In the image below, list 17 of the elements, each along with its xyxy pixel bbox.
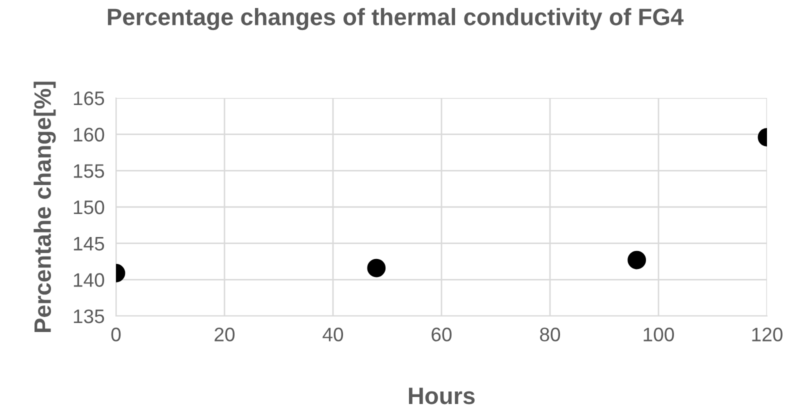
x-tick-label: 40 xyxy=(322,328,344,342)
x-tick-label: 60 xyxy=(432,328,452,342)
y-tick-label: 150 xyxy=(74,200,104,214)
y-tick-label: 155 xyxy=(74,164,104,178)
x-tick-label: 0 xyxy=(111,328,121,342)
x-tick-label: 120 xyxy=(752,328,782,342)
chart-title: Percentage changes of thermal conductivity of FG4 xyxy=(108,8,684,30)
y-tick-label: 135 xyxy=(74,309,104,324)
y-tick-label: 140 xyxy=(74,273,104,287)
y-axis-title: Percentahe change[%] xyxy=(34,82,56,332)
y-tick-label: 145 xyxy=(74,237,104,251)
y-tick-label: 160 xyxy=(74,128,104,142)
x-tick-label: 80 xyxy=(540,328,560,342)
x-axis-title: Hours xyxy=(408,388,475,404)
y-tick-label: 165 xyxy=(74,91,104,106)
x-tick-label: 100 xyxy=(644,328,674,342)
x-tick-label: 20 xyxy=(214,328,235,342)
